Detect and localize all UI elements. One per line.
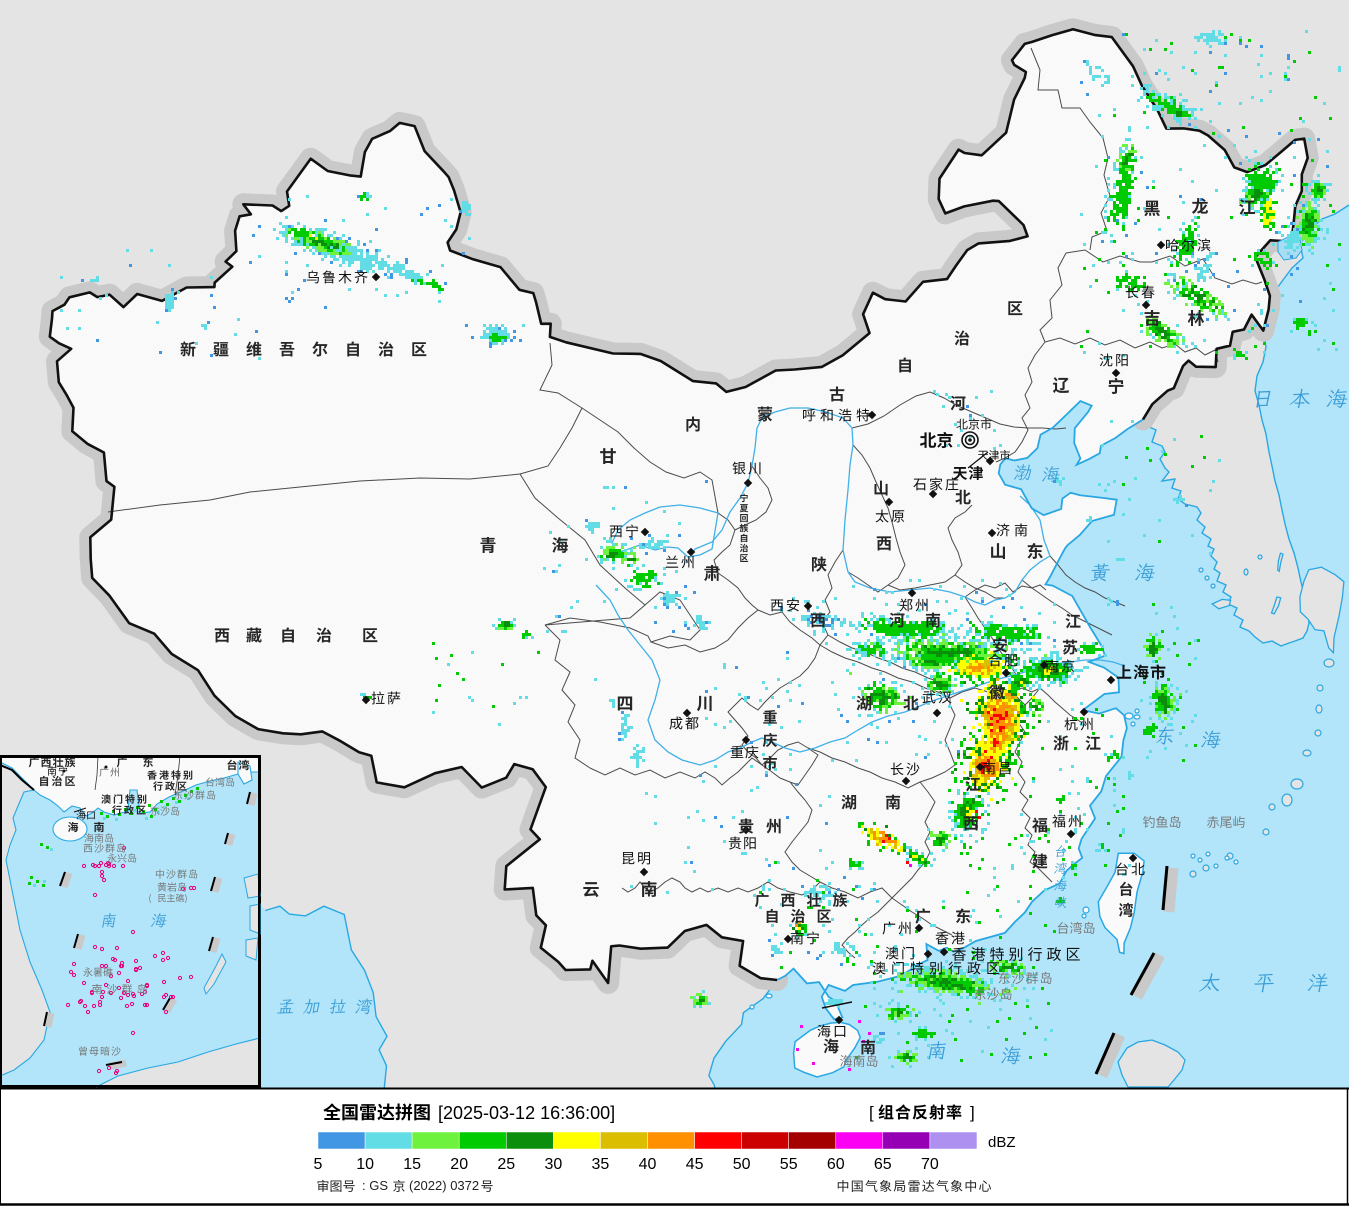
svg-text:40: 40 <box>639 1156 657 1173</box>
svg-text:10: 10 <box>356 1156 374 1173</box>
svg-text:45: 45 <box>686 1156 704 1173</box>
svg-text:70: 70 <box>921 1156 939 1173</box>
svg-text:: GS: : GS <box>362 1178 388 1193</box>
svg-text:15: 15 <box>403 1156 421 1173</box>
svg-text:35: 35 <box>592 1156 610 1173</box>
svg-text:(2022) 0372: (2022) 0372 <box>409 1178 479 1193</box>
svg-text:dBZ: dBZ <box>988 1134 1016 1151</box>
svg-text:25: 25 <box>497 1156 515 1173</box>
svg-text:[: [ <box>869 1103 874 1122</box>
svg-text:]: ] <box>970 1103 975 1122</box>
svg-text:65: 65 <box>874 1156 892 1173</box>
svg-text:[2025-03-12 16:36:00]: [2025-03-12 16:36:00] <box>438 1103 615 1123</box>
svg-text:20: 20 <box>450 1156 468 1173</box>
svg-text:50: 50 <box>733 1156 751 1173</box>
svg-text:55: 55 <box>780 1156 798 1173</box>
svg-text:60: 60 <box>827 1156 845 1173</box>
svg-text:30: 30 <box>545 1156 563 1173</box>
svg-text:5: 5 <box>314 1156 323 1173</box>
